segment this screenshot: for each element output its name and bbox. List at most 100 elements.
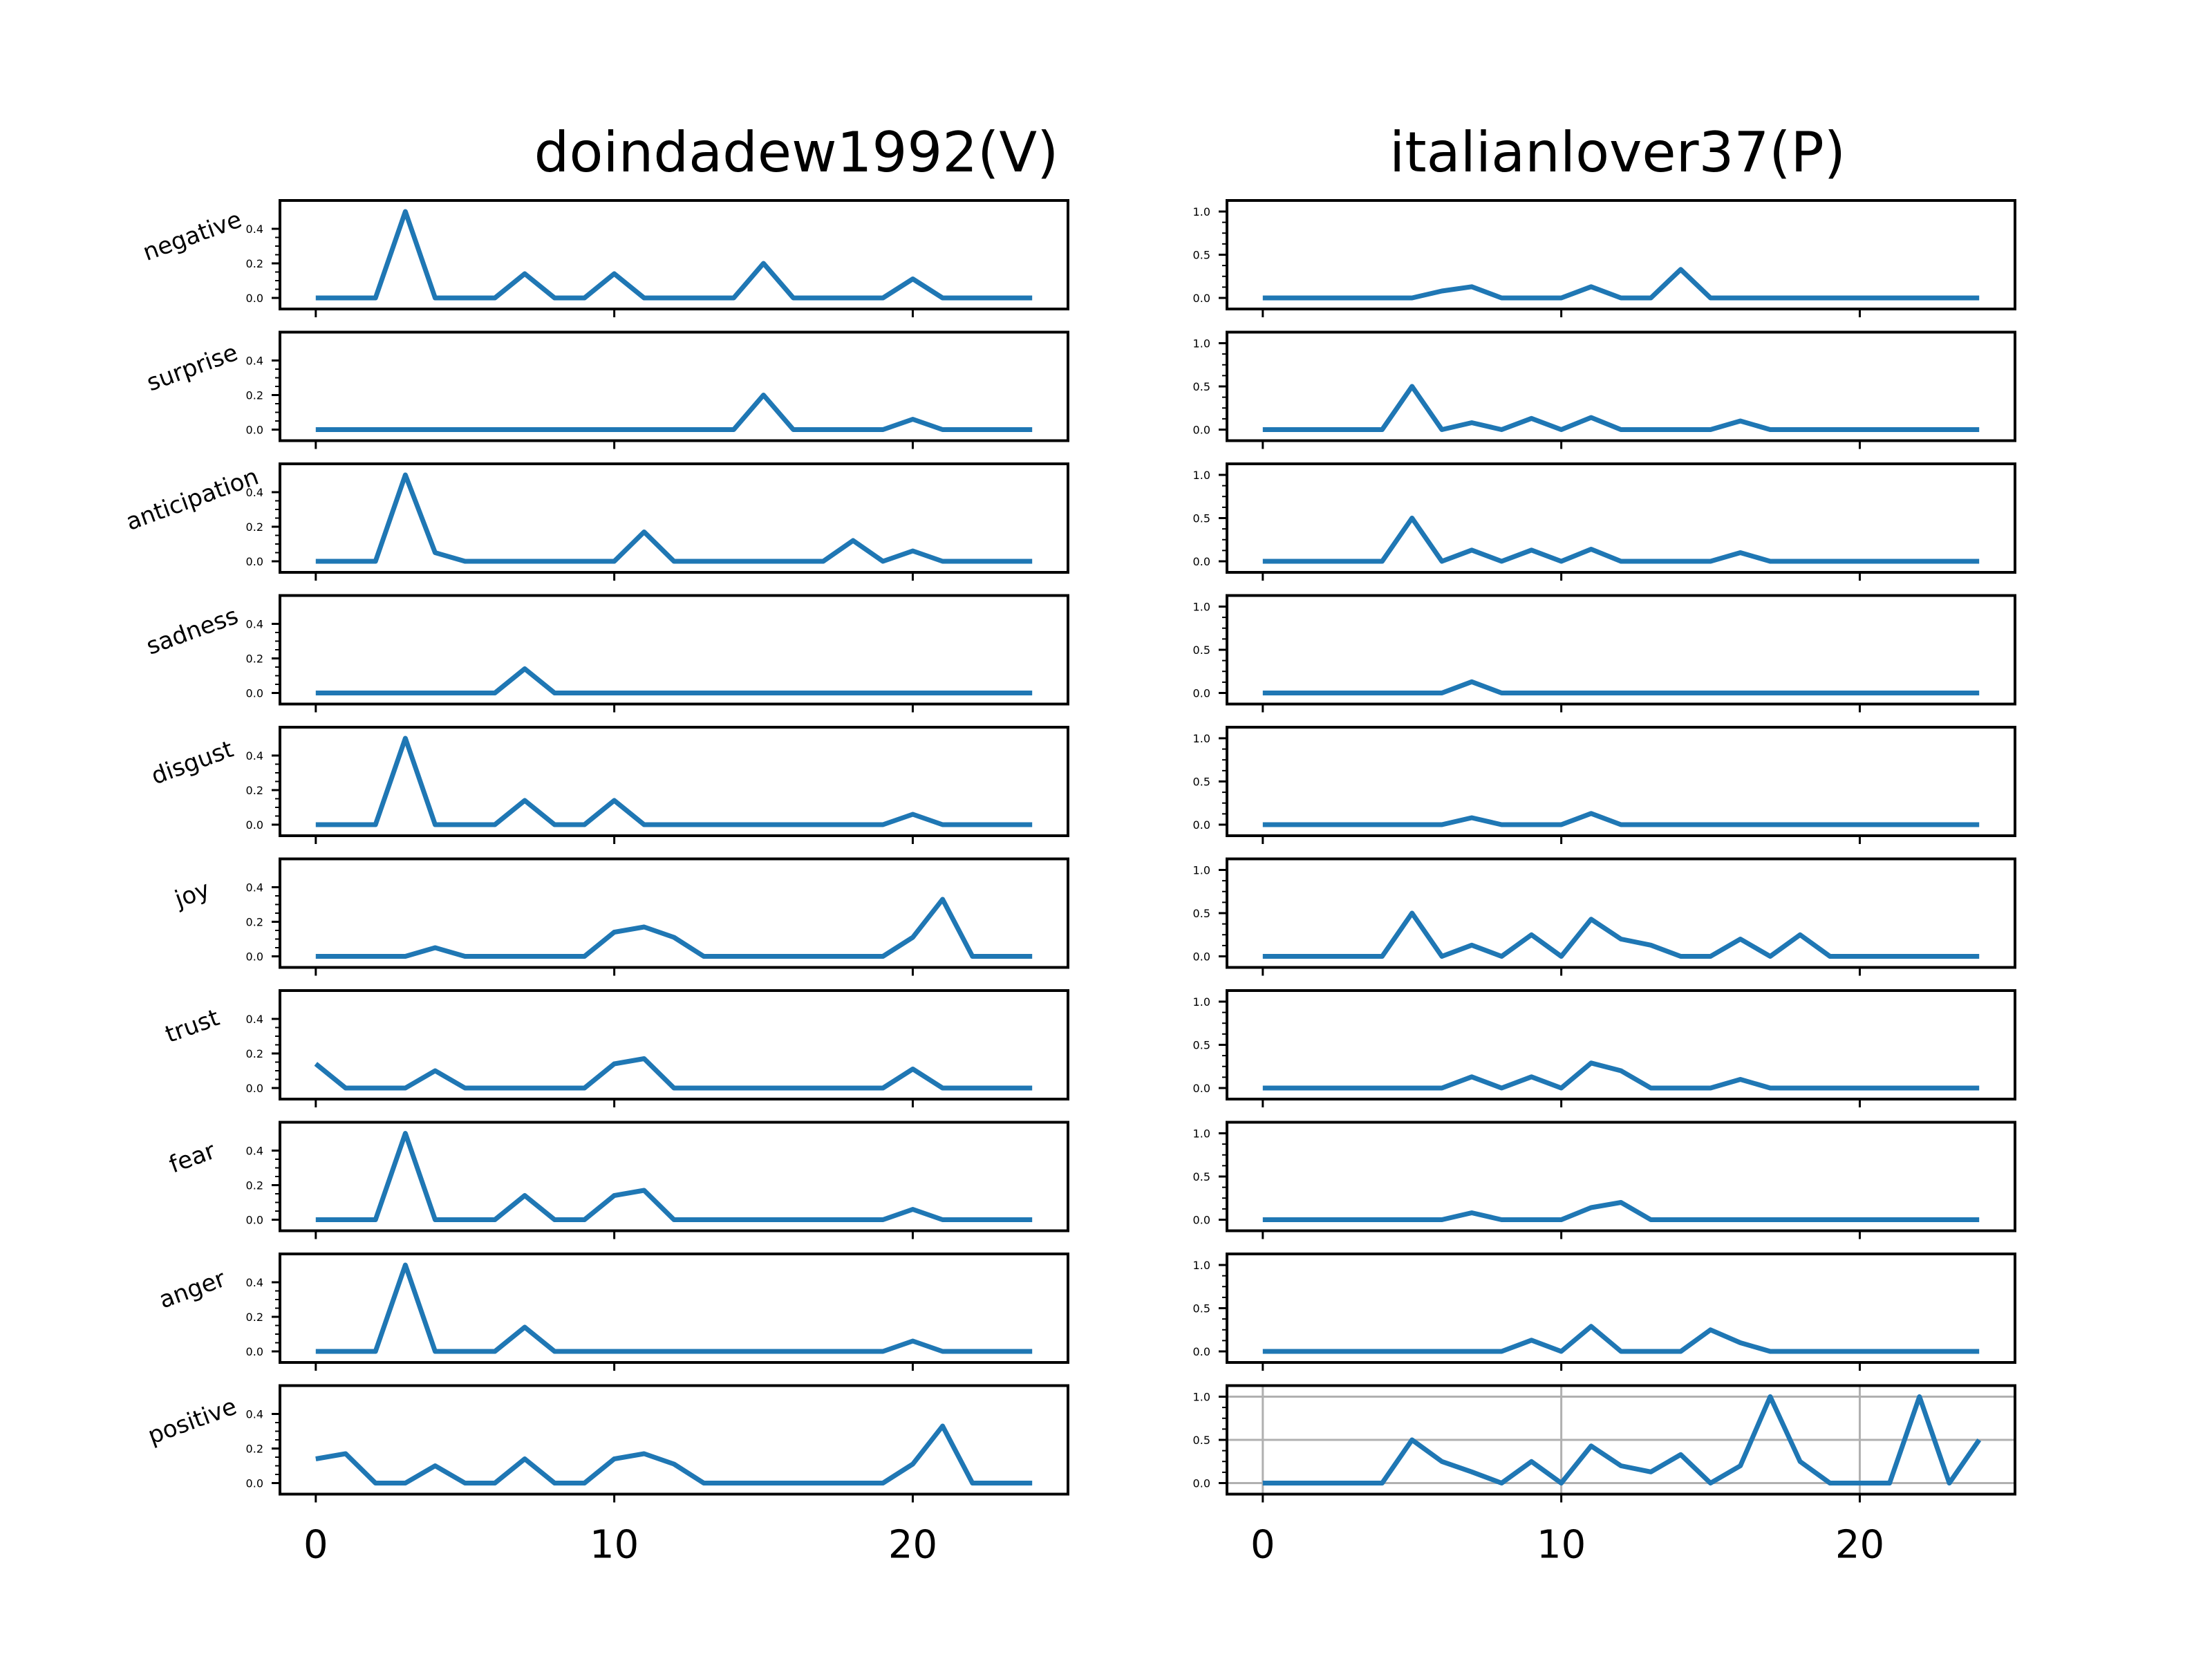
y-tick-label: 0.0 <box>1193 424 1210 437</box>
y-tick-label: 0.5 <box>1193 1039 1210 1052</box>
series-line-anger-right <box>1262 1324 1980 1354</box>
y-tick-label: 0.2 <box>246 784 263 797</box>
y-tick-label: 0.2 <box>246 1443 263 1456</box>
series-line-anger-left <box>315 1262 1033 1354</box>
series-line-trust-left <box>314 1056 1033 1091</box>
series-line-fear-left <box>315 1131 1033 1222</box>
y-tick-label: 0.0 <box>246 1477 263 1490</box>
series-line-disgust-left <box>315 735 1033 827</box>
y-tick-label: 0.0 <box>246 818 263 832</box>
y-tick-label: 0.0 <box>246 1082 263 1095</box>
y-tick-label: 1.0 <box>1193 732 1210 745</box>
series-line-surprise-right <box>1262 384 1980 432</box>
y-tick-label: 0.4 <box>246 1408 263 1421</box>
y-tick-label: 0.0 <box>246 1214 263 1227</box>
subplot-anticipation-right: 0.0 0.5 1.0 <box>1193 462 2016 581</box>
y-tick-label: 0.4 <box>246 223 263 236</box>
y-tick-label: 0.0 <box>246 1345 263 1358</box>
y-tick-label: 0.4 <box>246 486 263 499</box>
series-line-sadness-left <box>315 666 1033 695</box>
series-line-joy-left <box>315 897 1033 959</box>
y-tick-label: 0.2 <box>246 521 263 534</box>
y-tick-label: 0.0 <box>1193 818 1210 832</box>
y-tick-label: 1.0 <box>1193 469 1210 482</box>
y-tick-label: 0.5 <box>1193 776 1210 789</box>
x-tick-label: 20 <box>888 1523 937 1568</box>
y-tick-label: 0.2 <box>246 916 263 929</box>
y-tick-label: 0.0 <box>246 950 263 964</box>
y-tick-label: 0.2 <box>246 389 263 402</box>
series-line-negative-right <box>1262 267 1980 301</box>
y-tick-label: 0.0 <box>246 424 263 437</box>
y-tick-label: 0.5 <box>1193 1434 1210 1447</box>
subplot-joy-right: 0.0 0.5 1.0 <box>1193 857 2016 976</box>
y-tick-label: 0.0 <box>1193 1345 1210 1358</box>
subplot-sadness-right: 0.0 0.5 1.0 <box>1193 594 2016 713</box>
y-tick-label: 0.0 <box>1193 950 1210 964</box>
y-tick-label: 1.0 <box>1193 205 1210 218</box>
subplot-anger-right: 0.0 0.5 1.0 <box>1193 1253 2016 1371</box>
y-tick-label: 0.5 <box>1193 1170 1210 1183</box>
x-tick-label: 10 <box>1537 1523 1586 1568</box>
y-tick-label: 0.4 <box>246 1013 263 1026</box>
x-tick-label: 0 <box>1250 1523 1275 1568</box>
series-line-anticipation-left <box>315 472 1033 564</box>
subplot-positive-right: 0.0 0.5 1.0 0 10 20 <box>1193 1384 2016 1568</box>
series-line-trust-right <box>1262 1060 1980 1091</box>
y-tick-label: 0.2 <box>246 257 263 270</box>
x-tick-label: 10 <box>590 1523 639 1568</box>
subplot-trust-right: 0.0 0.5 1.0 <box>1193 989 2016 1107</box>
y-tick-label: 0.2 <box>246 1179 263 1192</box>
y-tick-label: 1.0 <box>1193 1127 1210 1141</box>
y-tick-label: 0.0 <box>246 687 263 700</box>
y-tick-label: 0.4 <box>246 355 263 368</box>
y-tick-label: 0.4 <box>246 1276 263 1289</box>
y-tick-label: 0.4 <box>246 1145 263 1158</box>
subplot-negative-right: 0.0 0.5 1.0 <box>1193 199 2016 317</box>
series-line-positive-left <box>315 1423 1033 1485</box>
y-tick-label: 0.5 <box>1193 907 1210 920</box>
y-tick-label: 0.5 <box>1193 380 1210 393</box>
y-tick-label: 0.2 <box>246 1311 263 1324</box>
y-tick-label: 0.0 <box>246 555 263 568</box>
y-tick-label: 1.0 <box>1193 995 1210 1009</box>
y-tick-label: 0.5 <box>1193 644 1210 657</box>
y-tick-label: 0.5 <box>1193 512 1210 525</box>
y-tick-label: 0.0 <box>1193 1477 1210 1490</box>
y-tick-label: 0.0 <box>246 292 263 305</box>
subplot-disgust-right: 0.0 0.5 1.0 <box>1193 726 2016 844</box>
x-tick-label: 20 <box>1835 1523 1884 1568</box>
y-tick-label: 0.0 <box>1193 1082 1210 1095</box>
column-title-left: doindadew1992(V) <box>534 120 1059 185</box>
y-tick-label: 0.4 <box>246 881 263 894</box>
y-tick-label: 1.0 <box>1193 864 1210 877</box>
subplot-surprise-right: 0.0 0.5 1.0 <box>1193 330 2016 449</box>
y-tick-label: 0.5 <box>1193 1302 1210 1315</box>
subplot-fear-right: 0.0 0.5 1.0 <box>1193 1121 2016 1239</box>
series-line-fear-right <box>1262 1200 1980 1222</box>
y-tick-label: 0.4 <box>246 618 263 631</box>
series-line-disgust-right <box>1262 811 1980 827</box>
series-line-positive-right <box>1262 1394 1982 1485</box>
y-tick-label: 0.0 <box>1193 1214 1210 1227</box>
y-tick-label: 0.0 <box>1193 292 1210 305</box>
y-tick-label: 0.2 <box>246 1047 263 1060</box>
column-title-right: italianlover37(P) <box>1389 120 1846 185</box>
y-tick-label: 0.4 <box>246 749 263 762</box>
series-line-anticipation-right <box>1262 516 1980 564</box>
y-tick-label: 0.0 <box>1193 555 1210 568</box>
y-tick-label: 1.0 <box>1193 337 1210 350</box>
y-tick-label: 1.0 <box>1193 601 1210 614</box>
y-tick-label: 1.0 <box>1193 1259 1210 1272</box>
y-tick-label: 0.0 <box>1193 687 1210 700</box>
x-tick-label: 0 <box>303 1523 328 1568</box>
y-tick-label: 0.2 <box>246 653 263 666</box>
series-line-joy-right <box>1262 910 1980 959</box>
series-line-negative-left <box>315 209 1033 301</box>
y-tick-label: 0.5 <box>1193 249 1210 262</box>
series-line-surprise-left <box>315 393 1033 432</box>
y-tick-label: 1.0 <box>1193 1391 1210 1404</box>
